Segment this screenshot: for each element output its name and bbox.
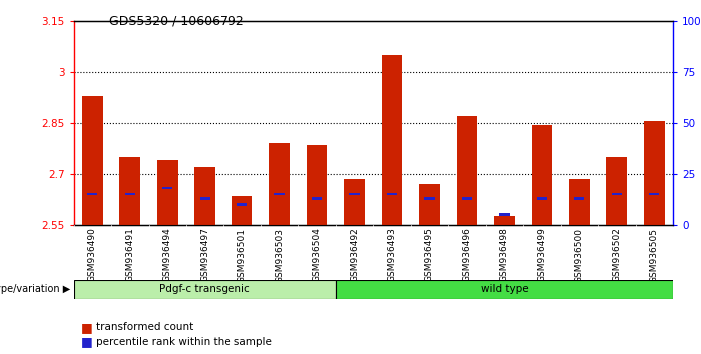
Bar (275, 193, 285, 195)
Bar (611, 193, 622, 195)
Text: GSM936504: GSM936504 (313, 228, 322, 282)
Text: GSM936494: GSM936494 (163, 228, 172, 282)
Bar (200, 197, 210, 200)
Text: GSM936496: GSM936496 (463, 228, 472, 282)
Text: percentile rank within the sample: percentile rank within the sample (96, 337, 272, 347)
Text: genotype/variation ▶: genotype/variation ▶ (0, 284, 70, 295)
Bar (162, 187, 172, 189)
Text: GSM936498: GSM936498 (500, 228, 509, 282)
Bar (194, 167, 215, 225)
Bar (312, 197, 322, 200)
Text: GSM936500: GSM936500 (575, 228, 584, 282)
Bar (157, 160, 177, 225)
Bar (269, 143, 290, 225)
Bar (644, 121, 665, 225)
Bar (531, 125, 552, 225)
Bar (569, 179, 590, 225)
Text: Pdgf-c transgenic: Pdgf-c transgenic (159, 284, 250, 295)
Bar (125, 193, 135, 195)
Bar (344, 179, 365, 225)
Bar (237, 203, 247, 206)
Bar (74, 280, 336, 299)
Text: GSM936493: GSM936493 (388, 228, 397, 282)
Text: GSM936499: GSM936499 (538, 228, 546, 282)
Bar (537, 197, 547, 200)
Text: GSM936492: GSM936492 (350, 228, 359, 282)
Bar (336, 280, 673, 299)
Text: ■: ■ (81, 321, 93, 334)
Text: ■: ■ (81, 335, 93, 348)
Bar (82, 96, 102, 225)
Bar (499, 213, 510, 216)
Bar (462, 197, 472, 200)
Text: GSM936490: GSM936490 (88, 228, 97, 282)
Text: wild type: wild type (481, 284, 529, 295)
Bar (649, 193, 660, 195)
Bar (119, 157, 140, 225)
Text: GSM936502: GSM936502 (612, 228, 621, 282)
Bar (574, 197, 585, 200)
Text: GSM936501: GSM936501 (238, 228, 247, 282)
Bar (349, 193, 360, 195)
Bar (419, 184, 440, 225)
Text: transformed count: transformed count (96, 322, 193, 332)
Bar (424, 197, 435, 200)
Text: GSM936505: GSM936505 (650, 228, 659, 282)
Text: GSM936503: GSM936503 (275, 228, 284, 282)
Bar (387, 193, 397, 195)
Text: GDS5320 / 10606792: GDS5320 / 10606792 (109, 14, 243, 27)
Text: GSM936491: GSM936491 (125, 228, 135, 282)
Bar (606, 157, 627, 225)
Bar (232, 196, 252, 225)
Bar (87, 193, 97, 195)
Bar (307, 145, 327, 225)
Bar (382, 55, 402, 225)
Bar (456, 116, 477, 225)
Bar (494, 216, 515, 225)
Text: GSM936495: GSM936495 (425, 228, 434, 282)
Text: GSM936497: GSM936497 (200, 228, 209, 282)
